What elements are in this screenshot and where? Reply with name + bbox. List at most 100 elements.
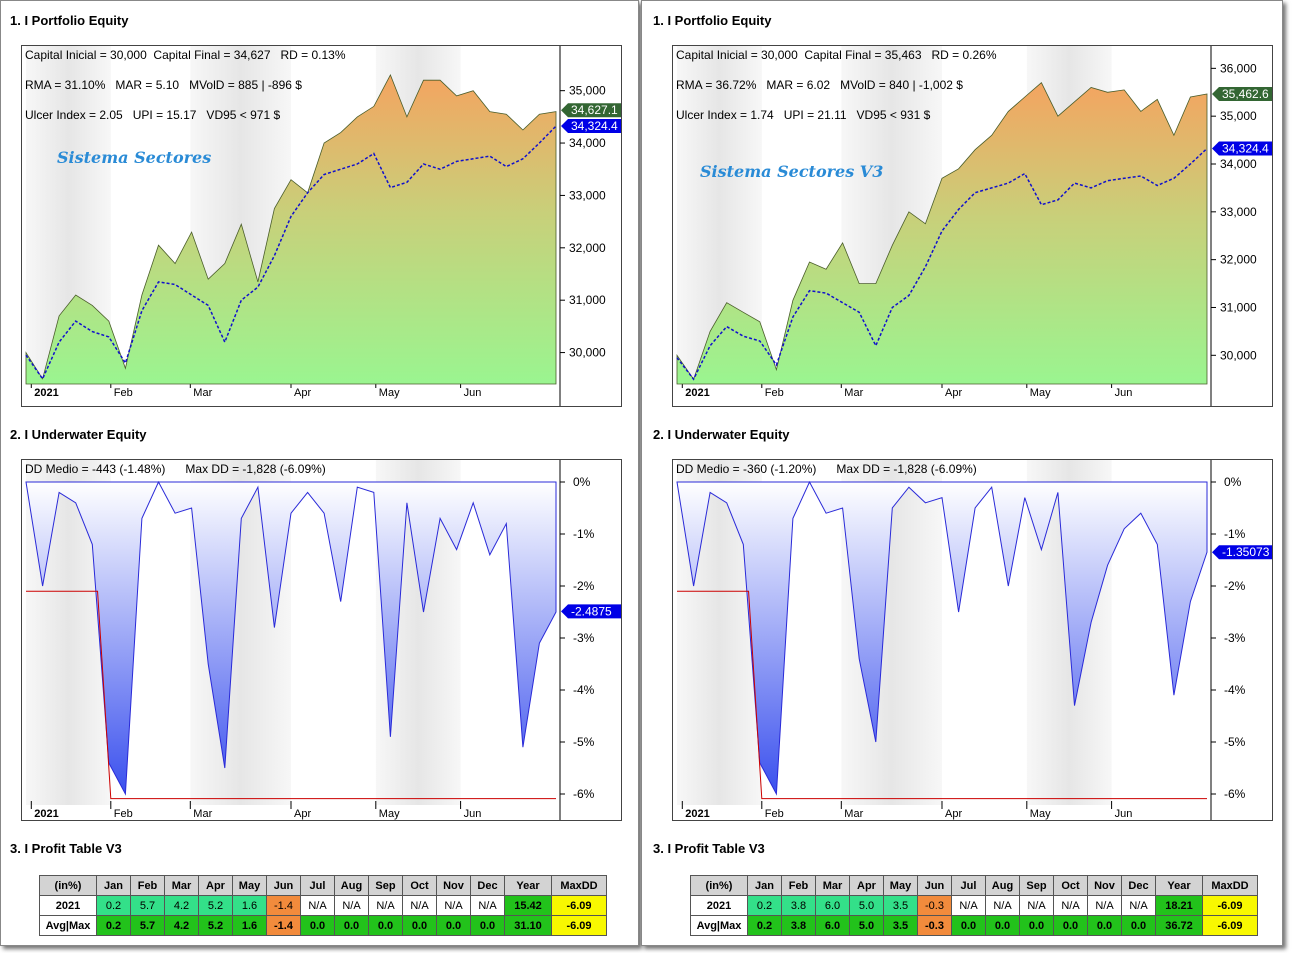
underwater-equity-chart: 2021 Feb Mar Apr May Jun 0% -1% -2% -3% -4% -5% -6% -… xyxy=(21,459,622,821)
profit-table-header-cell: Jun xyxy=(266,875,301,896)
underwater-equity-chart: 2021 Feb Mar Apr May Jun 0% -1% -2% -3% -4% -5% -6% -… xyxy=(672,459,1273,821)
profit-table-header-cell: Feb xyxy=(781,875,816,896)
profit-table-header-cell: Apr xyxy=(849,875,884,896)
profit-table-header-cell: Aug xyxy=(334,875,369,896)
profit-table-cell: 0.2 xyxy=(96,895,131,916)
equity-stats-line-2: RMA = 36.72% MAR = 6.02 MVolD = 840 | -1… xyxy=(676,78,963,92)
profit-table-cell: 0.0 xyxy=(1121,915,1156,936)
profit-table-cell: 4.2 xyxy=(164,915,199,936)
profit-table-cell: 0.0 xyxy=(1053,915,1088,936)
month-label: Jun xyxy=(464,387,482,399)
final-equity-label: 35,462.6 xyxy=(1222,87,1269,101)
final-equity-label-bg xyxy=(561,103,621,118)
drawdown-stats: DD Medio = -360 (-1.20%) Max DD = -1,828… xyxy=(676,462,977,476)
equity-section-title: 1. I Portfolio Equity xyxy=(10,13,129,28)
profit-table-cell: 0.0 xyxy=(951,915,986,936)
profit-table-header-cell: Nov xyxy=(1087,875,1122,896)
profit-table-cell: 0.0 xyxy=(985,915,1020,936)
left-report-panel: 1. I Portfolio Equity 2021 Feb Mar Apr May Ju… xyxy=(0,0,639,946)
month-label: Mar xyxy=(844,387,863,399)
profit-table-cell: 6.0 xyxy=(815,895,850,916)
profit-table-year-cell: 15.42 xyxy=(504,895,552,916)
drawdown-y-tick-label: -2% xyxy=(1224,579,1246,593)
equity-stats-line-1: Capital Inicial = 30,000 Capital Final =… xyxy=(25,48,346,62)
month-label: Feb xyxy=(765,387,784,399)
profit-table-cell: 4.2 xyxy=(164,895,199,916)
month-label: May xyxy=(1030,387,1051,399)
equity-stats-line-3: Ulcer Index = 1.74 UPI = 21.11 VD95 < 93… xyxy=(676,108,931,122)
profit-table-title: 3. I Profit Table V3 xyxy=(10,841,122,856)
profit-table-cell: 0.0 xyxy=(1087,915,1122,936)
equity-y-tick-label: 32,000 xyxy=(1220,253,1257,267)
equity-section-title: 1. I Portfolio Equity xyxy=(653,13,772,28)
profit-table-cell: -1.4 xyxy=(266,895,301,916)
profit-table-year-cell: 31.10 xyxy=(504,915,552,936)
month-label: Apr xyxy=(945,387,962,399)
equity-plot-area: 2021 Feb Mar Apr May Jun 36,000 35,000 34,000 33,… xyxy=(676,46,1272,406)
profit-table-cell: 0.0 xyxy=(334,915,369,936)
profit-table-row: 2021 0.2 5.7 4.2 5.2 1.6 -1.4 N/A N/A N/A N/A N/A N/… xyxy=(39,895,607,916)
profit-table-header-cell: Jul xyxy=(300,875,335,896)
equity-y-tick-label: 31,000 xyxy=(569,293,606,307)
profit-table-header-cell: Nov xyxy=(436,875,471,896)
profit-table-cell: -0.3 xyxy=(917,895,952,916)
benchmark-final-label: 34,324.4 xyxy=(571,119,618,133)
equity-y-tick-label: 30,000 xyxy=(1220,348,1257,362)
profit-table-cell: 0.2 xyxy=(96,915,131,936)
benchmark-final-label: 34,324.4 xyxy=(1222,141,1269,155)
month-label: Mar xyxy=(844,808,863,820)
profit-table-cell: 5.7 xyxy=(130,895,165,916)
profit-table-header-cell: MaxDD xyxy=(1202,875,1258,896)
profit-table-header-cell: Feb xyxy=(130,875,165,896)
profit-table-cell: 1.6 xyxy=(232,915,267,936)
equity-y-tick-label: 30,000 xyxy=(569,346,606,360)
month-label: Jun xyxy=(1115,387,1133,399)
month-label: Jun xyxy=(464,808,482,820)
underwater-plot-area: 2021 Feb Mar Apr May Jun 0% -1% -2% -3% -4% -5% -6% -… xyxy=(25,460,621,820)
equity-y-tick-label: 34,000 xyxy=(1220,157,1257,171)
equity-y-tick-label: 33,000 xyxy=(1220,205,1257,219)
drawdown-y-tick-label: -6% xyxy=(573,787,595,801)
max-drawdown-line xyxy=(26,590,556,800)
profit-table-header-cell: Mar xyxy=(815,875,850,896)
profit-table-cell: 0.0 xyxy=(470,915,505,936)
profit-table-title: 3. I Profit Table V3 xyxy=(653,841,765,856)
profit-table-header-cell: May xyxy=(883,875,918,896)
month-label: Mar xyxy=(193,808,212,820)
drawdown-y-tick-label: -5% xyxy=(573,735,595,749)
drawdown-y-tick-label: -5% xyxy=(1224,735,1246,749)
profit-table-row: Avg|Max 0.2 3.8 6.0 5.0 3.5 -0.3 0.0 0.0 0.0 0.0 0.… xyxy=(690,915,1258,936)
profit-table-row-label: 2021 xyxy=(39,895,97,916)
profit-table-maxdd-cell: -6.09 xyxy=(1202,895,1258,916)
drawdown-y-tick-label: -1% xyxy=(1224,527,1246,541)
profit-table-row: 2021 0.2 3.8 6.0 5.0 3.5 -0.3 N/A N/A N/A N/A N/A N/… xyxy=(690,895,1258,916)
profit-table-row: Avg|Max 0.2 5.7 4.2 5.2 1.6 -1.4 0.0 0.0 0.0 0.0 0.… xyxy=(39,915,607,936)
equity-area-series xyxy=(676,82,1208,385)
profit-table-header-cell: Dec xyxy=(1121,875,1156,896)
drawdown-y-tick-label: -4% xyxy=(1224,683,1246,697)
profit-table-cell: 5.0 xyxy=(849,895,884,916)
profit-table-cell: 5.0 xyxy=(849,915,884,936)
portfolio-equity-chart: 2021 Feb Mar Apr May Jun 35,000 34,000 33,000 32,… xyxy=(21,45,622,407)
profit-table-cell: 0.0 xyxy=(368,915,403,936)
profit-table-header-cell: Apr xyxy=(198,875,233,896)
profit-table-cell: N/A xyxy=(402,895,437,916)
profit-table-cell: N/A xyxy=(1053,895,1088,916)
month-label: 2021 xyxy=(685,808,709,820)
profit-table-maxdd-cell: -6.09 xyxy=(1202,915,1258,936)
equity-stats-line-3: Ulcer Index = 2.05 UPI = 15.17 VD95 < 97… xyxy=(25,108,281,122)
profit-table-cell: 5.2 xyxy=(198,915,233,936)
month-label: May xyxy=(379,387,400,399)
profit-table-cell: 0.2 xyxy=(747,895,782,916)
equity-y-tick-label: 32,000 xyxy=(569,241,606,255)
profit-table-year-cell: 18.21 xyxy=(1155,895,1203,916)
profit-table-header-cell: Jun xyxy=(917,875,952,896)
benchmark-final-label-bg xyxy=(1212,141,1272,156)
current-drawdown-label-bg xyxy=(1212,545,1272,560)
drawdown-y-tick-label: -3% xyxy=(1224,631,1246,645)
profit-table-cell: N/A xyxy=(300,895,335,916)
profit-table-row-label: Avg|Max xyxy=(690,915,748,936)
profit-table-header-row: (in%) Jan Feb Mar Apr May Jun Jul Aug Sep Oct Nov De… xyxy=(690,875,1258,896)
final-equity-label-bg xyxy=(1212,87,1272,102)
drawdown-area-series xyxy=(25,480,557,796)
